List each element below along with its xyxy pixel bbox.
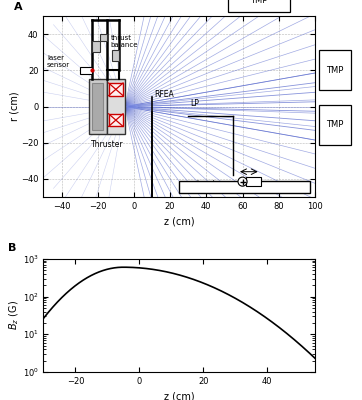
Text: LP: LP [190,99,199,108]
Bar [100,34,107,41]
Bar [112,50,119,61]
Text: TMP: TMP [250,0,268,5]
Text: B: B [8,243,17,253]
Text: motor stage: motor stage [186,180,229,186]
Text: TMP: TMP [326,120,344,129]
Bar [246,177,261,186]
Text: A: A [14,2,22,12]
Bar [228,0,290,12]
Text: RFEA: RFEA [154,90,174,99]
Bar [80,67,92,74]
Text: laser
sensor: laser sensor [47,55,70,68]
Text: Thruster: Thruster [90,140,123,149]
Text: thrust
balance: thrust balance [110,35,138,48]
Bar [109,83,123,96]
X-axis label: z (cm): z (cm) [164,216,194,226]
Bar [92,41,100,52]
Y-axis label: $B_z$ (G): $B_z$ (G) [8,300,21,330]
Text: TMP: TMP [326,66,344,75]
Ellipse shape [125,105,161,108]
Bar [92,83,103,130]
Ellipse shape [119,104,138,109]
Y-axis label: r (cm): r (cm) [10,92,20,121]
Bar [319,105,351,144]
X-axis label: z (cm): z (cm) [164,392,194,400]
Bar [89,79,107,134]
Circle shape [238,177,247,186]
Bar [319,50,351,90]
Bar [109,114,123,126]
Bar [107,79,125,134]
Bar [179,181,310,194]
